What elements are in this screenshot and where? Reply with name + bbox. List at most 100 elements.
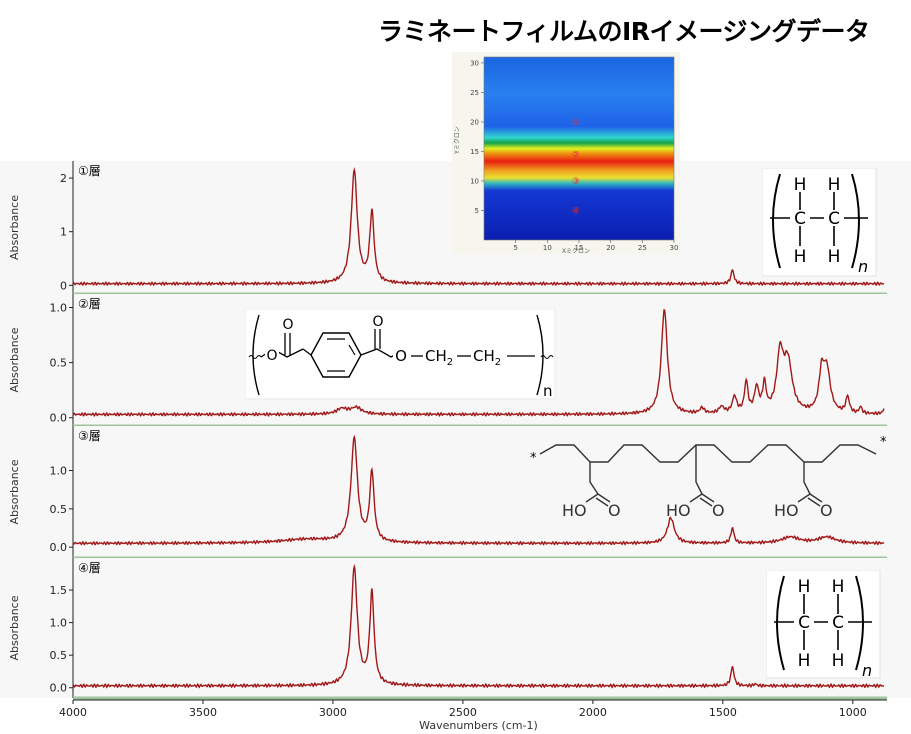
y-axis-label: Absorbance xyxy=(8,459,21,524)
y-axis-label: Absorbance xyxy=(8,595,21,660)
map-y-tick-label: 5 xyxy=(475,207,479,215)
ir-imaging-map: 30 25 20 15 10 5 5 10 15 20 25 30 Yミクロン Xミクロン ① ② ③ ④ xyxy=(452,52,680,254)
map-point-marker: ③ xyxy=(572,177,580,187)
chain-end-star: * xyxy=(530,451,537,466)
carbonyl-bond xyxy=(701,493,715,503)
x-tick-label: 3000 xyxy=(319,706,347,719)
map-point-marker: ① xyxy=(572,118,580,128)
panel-background xyxy=(0,426,911,558)
pet-repeat-label: n xyxy=(543,382,553,400)
atom-o: O xyxy=(820,501,833,520)
y-tick-label: 0.0 xyxy=(50,682,68,695)
side-chain xyxy=(695,445,703,495)
wavy-end xyxy=(540,355,554,359)
map-y-axis-label: Yミクロン xyxy=(454,126,461,155)
atom-h: H xyxy=(832,577,845,597)
spectrum-line xyxy=(72,308,885,418)
hydroxyl-bond xyxy=(797,493,811,503)
x-tick-label: 2000 xyxy=(579,706,607,719)
atom-h: H xyxy=(794,247,807,267)
side-chain xyxy=(589,462,599,495)
page-title: ラミネートフィルムのIRイメージングデータ xyxy=(378,17,870,46)
x-axis: 4000 3500 3000 2500 2000 1500 1000 Wavenumbers … xyxy=(59,699,887,732)
right-bracket xyxy=(851,173,860,269)
carbonyl-bond xyxy=(809,493,823,503)
panel-label: ④層 xyxy=(78,561,101,575)
atom-h: H xyxy=(832,651,845,671)
group-ch2: CH2 xyxy=(473,347,501,368)
y-tick-label: 0.5 xyxy=(50,649,68,662)
spectrum-line xyxy=(72,167,885,287)
spectrum-panel: 0.0 0.5 1.0 1.5 Absorbance ④層 xyxy=(0,558,911,700)
group-ho: HO xyxy=(666,501,691,520)
map-x-axis-label: Xミクロン xyxy=(562,248,590,254)
atom-o: O xyxy=(712,501,725,520)
x-tick-label: 1500 xyxy=(709,706,737,719)
y-tick-label: 1 xyxy=(60,226,67,239)
x-tick-label: 4000 xyxy=(59,706,87,719)
carbonyl-bond xyxy=(699,497,713,507)
y-tick-label: 2 xyxy=(60,172,67,185)
left-bracket xyxy=(252,314,260,396)
atom-o: O xyxy=(372,314,383,330)
map-x-tick-label: 5 xyxy=(513,244,517,252)
map-y-tick-label: 25 xyxy=(470,89,479,97)
map-y-tick-label: 20 xyxy=(470,118,479,126)
panel-label: ①層 xyxy=(78,164,101,178)
polyethylene-structure: H H C C H H n xyxy=(766,570,881,680)
y-tick-label: 0.0 xyxy=(50,541,68,554)
benzene-double-bond xyxy=(348,344,356,356)
group-ch2: CH2 xyxy=(425,347,453,368)
panel-background xyxy=(0,558,911,698)
map-x-tick-label: 10 xyxy=(543,244,552,252)
atom-o: O xyxy=(395,347,407,365)
repeat-n: n xyxy=(858,257,868,276)
y-tick-label: 0.0 xyxy=(50,412,68,425)
atom-h: H xyxy=(828,175,841,195)
y-axis-label: Absorbance xyxy=(8,195,21,260)
map-x-tick-label: 15 xyxy=(575,244,584,252)
map-y-tick-label: 15 xyxy=(470,148,479,156)
map-point-marker: ② xyxy=(572,150,580,160)
pet-structure: O O O O CH2 CH2 xyxy=(245,309,556,400)
backbone xyxy=(539,444,877,463)
hydroxyl-bond xyxy=(585,493,599,503)
atom-c: C xyxy=(798,613,810,633)
y-tick-label: 1.0 xyxy=(50,617,68,630)
repeat-n: n xyxy=(862,661,872,680)
y-tick-label: 0.5 xyxy=(50,503,68,516)
map-x-tick-label: 25 xyxy=(638,244,647,252)
carbonyl-bond xyxy=(595,497,609,507)
ring-bond xyxy=(302,348,312,356)
spectrum-line xyxy=(72,434,885,546)
chain-end-star: * xyxy=(880,436,887,450)
map-x-tick-label: 20 xyxy=(606,244,615,252)
acrylic-acid-structure: * * HO O HO O HO O xyxy=(530,436,887,520)
y-tick-label: 1.5 xyxy=(50,584,68,597)
x-tick-label: 3500 xyxy=(189,706,217,719)
x-tick-label: 1000 xyxy=(839,706,867,719)
atom-o: O xyxy=(608,501,621,520)
y-tick-label: 0 xyxy=(60,279,67,292)
side-chain xyxy=(803,462,811,495)
atom-h: H xyxy=(798,651,811,671)
atom-c: C xyxy=(794,209,806,229)
atom-o: O xyxy=(266,348,277,364)
spectrum-line xyxy=(72,563,885,689)
group-ho: HO xyxy=(774,501,799,520)
map-y-tick-label: 10 xyxy=(470,177,479,185)
structure-box xyxy=(762,168,877,277)
repeat-n: n xyxy=(543,382,553,400)
polyethylene-structure: H H C C H H n xyxy=(762,168,877,277)
wavy-end xyxy=(248,355,262,359)
left-bracket xyxy=(772,173,781,269)
map-point-marker: ④ xyxy=(572,206,580,216)
y-axis-label: Absorbance xyxy=(8,327,21,392)
map-image xyxy=(484,57,674,240)
group-ho: HO xyxy=(562,501,587,520)
atom-h: H xyxy=(798,577,811,597)
y-tick-label: 1.0 xyxy=(50,465,68,478)
map-y-tick-label: 30 xyxy=(470,59,479,67)
atom-c: C xyxy=(832,613,844,633)
map-x-tick-label: 30 xyxy=(670,244,679,252)
